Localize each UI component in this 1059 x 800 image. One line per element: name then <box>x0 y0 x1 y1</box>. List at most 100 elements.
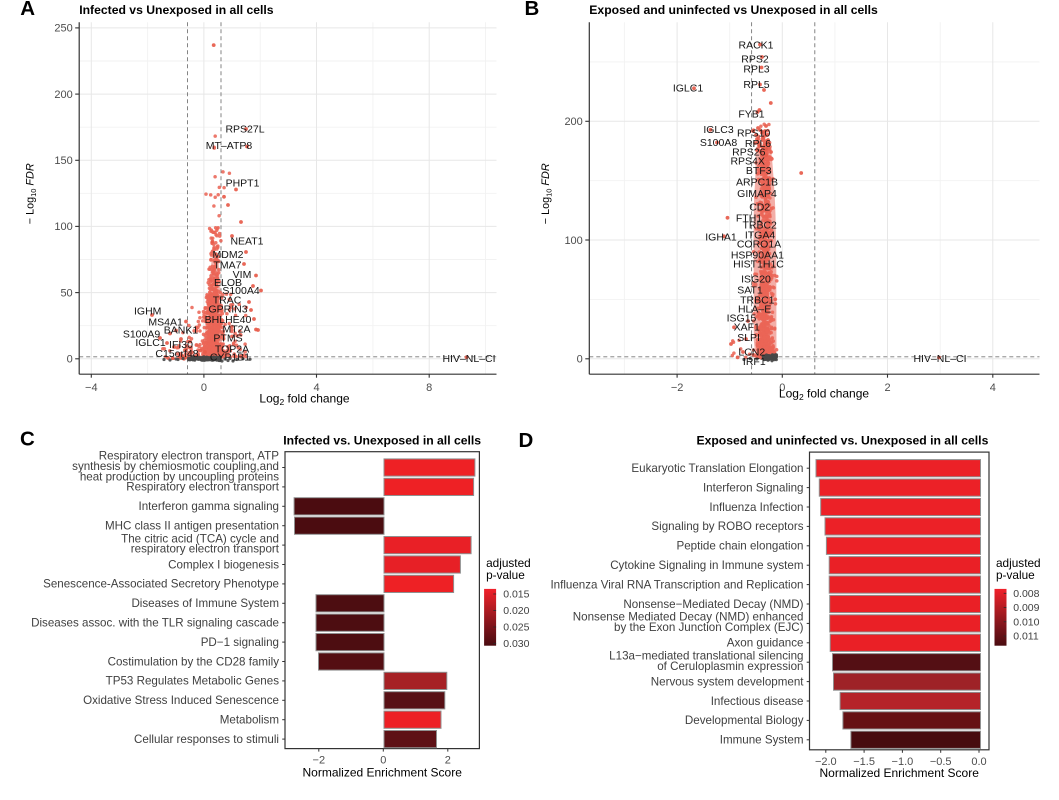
svg-text:synthesis by chemiosmotic coup: synthesis by chemiosmotic coupling,and <box>72 460 279 473</box>
svg-text:Diseases of Immune System: Diseases of Immune System <box>131 597 279 610</box>
svg-text:Nonsense Mediated Decay (NMD): Nonsense Mediated Decay (NMD) enhanced <box>573 611 804 624</box>
svg-text:IGHA1: IGHA1 <box>705 231 737 243</box>
svg-text:IGLC1: IGLC1 <box>135 337 166 349</box>
svg-text:Interferon gamma signaling: Interferon gamma signaling <box>139 500 280 513</box>
svg-text:CYP1B1: CYP1B1 <box>210 351 250 363</box>
svg-text:Immune System: Immune System <box>720 734 804 747</box>
svg-text:−0.5: −0.5 <box>930 756 952 768</box>
svg-text:0: 0 <box>201 382 207 394</box>
svg-text:Nonsense−Mediated Decay (NMD): Nonsense−Mediated Decay (NMD) <box>623 598 803 611</box>
svg-text:Influenza Infection: Influenza Infection <box>709 501 803 514</box>
svg-text:RPS4X: RPS4X <box>730 155 764 167</box>
svg-text:ITGA4: ITGA4 <box>745 230 776 242</box>
svg-text:100: 100 <box>54 221 72 233</box>
svg-text:S100A9: S100A9 <box>123 328 161 340</box>
svg-text:IGHM: IGHM <box>134 306 161 318</box>
svg-text:Log2 fold change: Log2 fold change <box>779 387 869 403</box>
svg-text:MDM2: MDM2 <box>213 249 244 261</box>
svg-text:0.020: 0.020 <box>503 605 529 617</box>
svg-text:ELOB: ELOB <box>214 277 242 289</box>
svg-text:PD−1 signaling: PD−1 signaling <box>201 636 279 649</box>
svg-text:RPL6: RPL6 <box>745 138 771 150</box>
svg-text:BHLHE40: BHLHE40 <box>205 314 252 326</box>
svg-text:HIV–NL–CI: HIV–NL–CI <box>442 353 495 365</box>
svg-text:200: 200 <box>54 89 72 101</box>
svg-text:0.0: 0.0 <box>971 756 986 768</box>
svg-text:Metabolism: Metabolism <box>220 714 279 727</box>
svg-text:RPS2: RPS2 <box>741 54 769 66</box>
svg-text:VIM: VIM <box>233 269 252 281</box>
svg-text:HIST1H1C: HIST1H1C <box>733 259 784 271</box>
svg-text:0: 0 <box>779 382 785 394</box>
svg-text:−2.0: −2.0 <box>815 756 837 768</box>
svg-text:RPS27L: RPS27L <box>225 124 264 136</box>
svg-text:RPS10: RPS10 <box>737 127 770 139</box>
svg-text:RACK1: RACK1 <box>738 40 773 52</box>
svg-text:D: D <box>519 429 534 452</box>
svg-text:TP53 Regulates Metabolic Genes: TP53 Regulates Metabolic Genes <box>106 675 280 688</box>
svg-text:0: 0 <box>67 354 73 366</box>
svg-text:Normalized Enrichment Score: Normalized Enrichment Score <box>819 766 979 780</box>
svg-text:PHPT1: PHPT1 <box>226 178 260 190</box>
svg-text:ISG20: ISG20 <box>741 273 771 285</box>
svg-text:Oxidative Stress Induced Senes: Oxidative Stress Induced Senescence <box>83 694 279 707</box>
svg-text:of Ceruloplasmin expression: of Ceruloplasmin expression <box>657 660 803 673</box>
svg-text:−1.0: −1.0 <box>892 756 914 768</box>
svg-text:The citric acid (TCA) cycle an: The citric acid (TCA) cycle and <box>121 532 279 545</box>
svg-text:XAF1: XAF1 <box>734 322 760 334</box>
svg-text:B: B <box>525 0 540 20</box>
svg-text:TMA7: TMA7 <box>213 259 241 271</box>
svg-text:C: C <box>20 428 35 451</box>
svg-text:Complex I biogenesis: Complex I biogenesis <box>168 558 279 571</box>
svg-text:4: 4 <box>990 382 996 394</box>
svg-text:Normalized Enrichment Score: Normalized Enrichment Score <box>302 766 462 780</box>
svg-text:HSP90AA1: HSP90AA1 <box>731 249 784 261</box>
svg-text:Eukaryotic Translation Elongat: Eukaryotic Translation Elongation <box>631 462 803 475</box>
svg-text:0.011: 0.011 <box>1013 631 1039 643</box>
svg-text:Developmental Biology: Developmental Biology <box>685 714 804 727</box>
svg-text:by the Exon Junction Complex (: by the Exon Junction Complex (EJC) <box>614 621 804 634</box>
svg-text:0.009: 0.009 <box>1013 602 1039 614</box>
svg-text:ISG15: ISG15 <box>727 312 757 324</box>
svg-text:S100A8: S100A8 <box>700 137 738 149</box>
svg-text:Senescence-Associated Secretor: Senescence-Associated Secretory Phenotyp… <box>43 578 279 591</box>
svg-text:Exposed and uninfected vs. Une: Exposed and uninfected vs. Unexposed in … <box>696 434 988 448</box>
svg-text:200: 200 <box>564 116 582 128</box>
svg-text:0: 0 <box>577 354 583 366</box>
svg-text:100: 100 <box>564 235 582 247</box>
svg-text:NEAT1: NEAT1 <box>230 236 263 248</box>
svg-text:2: 2 <box>884 382 890 394</box>
svg-text:p-value: p-value <box>486 568 525 582</box>
svg-text:adjusted: adjusted <box>996 556 1041 570</box>
svg-text:Exposed and uninfected vs Unex: Exposed and uninfected vs Unexposed in a… <box>589 3 878 17</box>
svg-text:−2: −2 <box>313 755 326 767</box>
svg-text:L13a−mediated translational si: L13a−mediated translational silencing <box>609 649 803 662</box>
svg-text:TRBC1: TRBC1 <box>740 295 775 307</box>
svg-text:BANK1: BANK1 <box>164 325 199 337</box>
svg-text:RPS26: RPS26 <box>732 147 765 159</box>
svg-text:RPL5: RPL5 <box>743 79 769 91</box>
svg-text:0.030: 0.030 <box>503 638 529 650</box>
svg-text:FTH1: FTH1 <box>736 213 762 225</box>
svg-text:0.015: 0.015 <box>503 589 529 601</box>
svg-text:−2: −2 <box>671 382 684 394</box>
svg-text:Axon guidance: Axon guidance <box>727 637 804 650</box>
svg-text:0.010: 0.010 <box>1013 616 1039 628</box>
svg-text:−4: −4 <box>85 382 98 394</box>
svg-text:MT–ATP8: MT–ATP8 <box>206 140 253 152</box>
svg-text:RPL3: RPL3 <box>743 64 769 76</box>
svg-text:adjusted: adjusted <box>486 556 531 570</box>
svg-text:IGLC1: IGLC1 <box>673 82 704 94</box>
svg-text:Diseases assoc. with the TLR s: Diseases assoc. with the TLR signaling c… <box>31 617 279 630</box>
svg-text:Infected vs Unexposed in all c: Infected vs Unexposed in all cells <box>79 3 274 17</box>
svg-text:respiratory electron transport: respiratory electron transport <box>131 543 280 556</box>
svg-text:Cellular responses to stimuli: Cellular responses to stimuli <box>134 733 279 746</box>
svg-text:IFI30: IFI30 <box>169 339 193 351</box>
svg-text:MT2A: MT2A <box>222 324 250 336</box>
svg-text:Nervous system development: Nervous system development <box>651 675 804 688</box>
svg-text:HLA–E: HLA–E <box>738 303 771 315</box>
svg-text:TOP2A: TOP2A <box>215 343 249 355</box>
svg-text:Cytokine Signaling in Immune s: Cytokine Signaling in Immune system <box>610 559 803 572</box>
svg-text:8: 8 <box>426 382 432 394</box>
svg-text:heat production by uncoupling: heat production by uncoupling proteins <box>80 470 279 483</box>
